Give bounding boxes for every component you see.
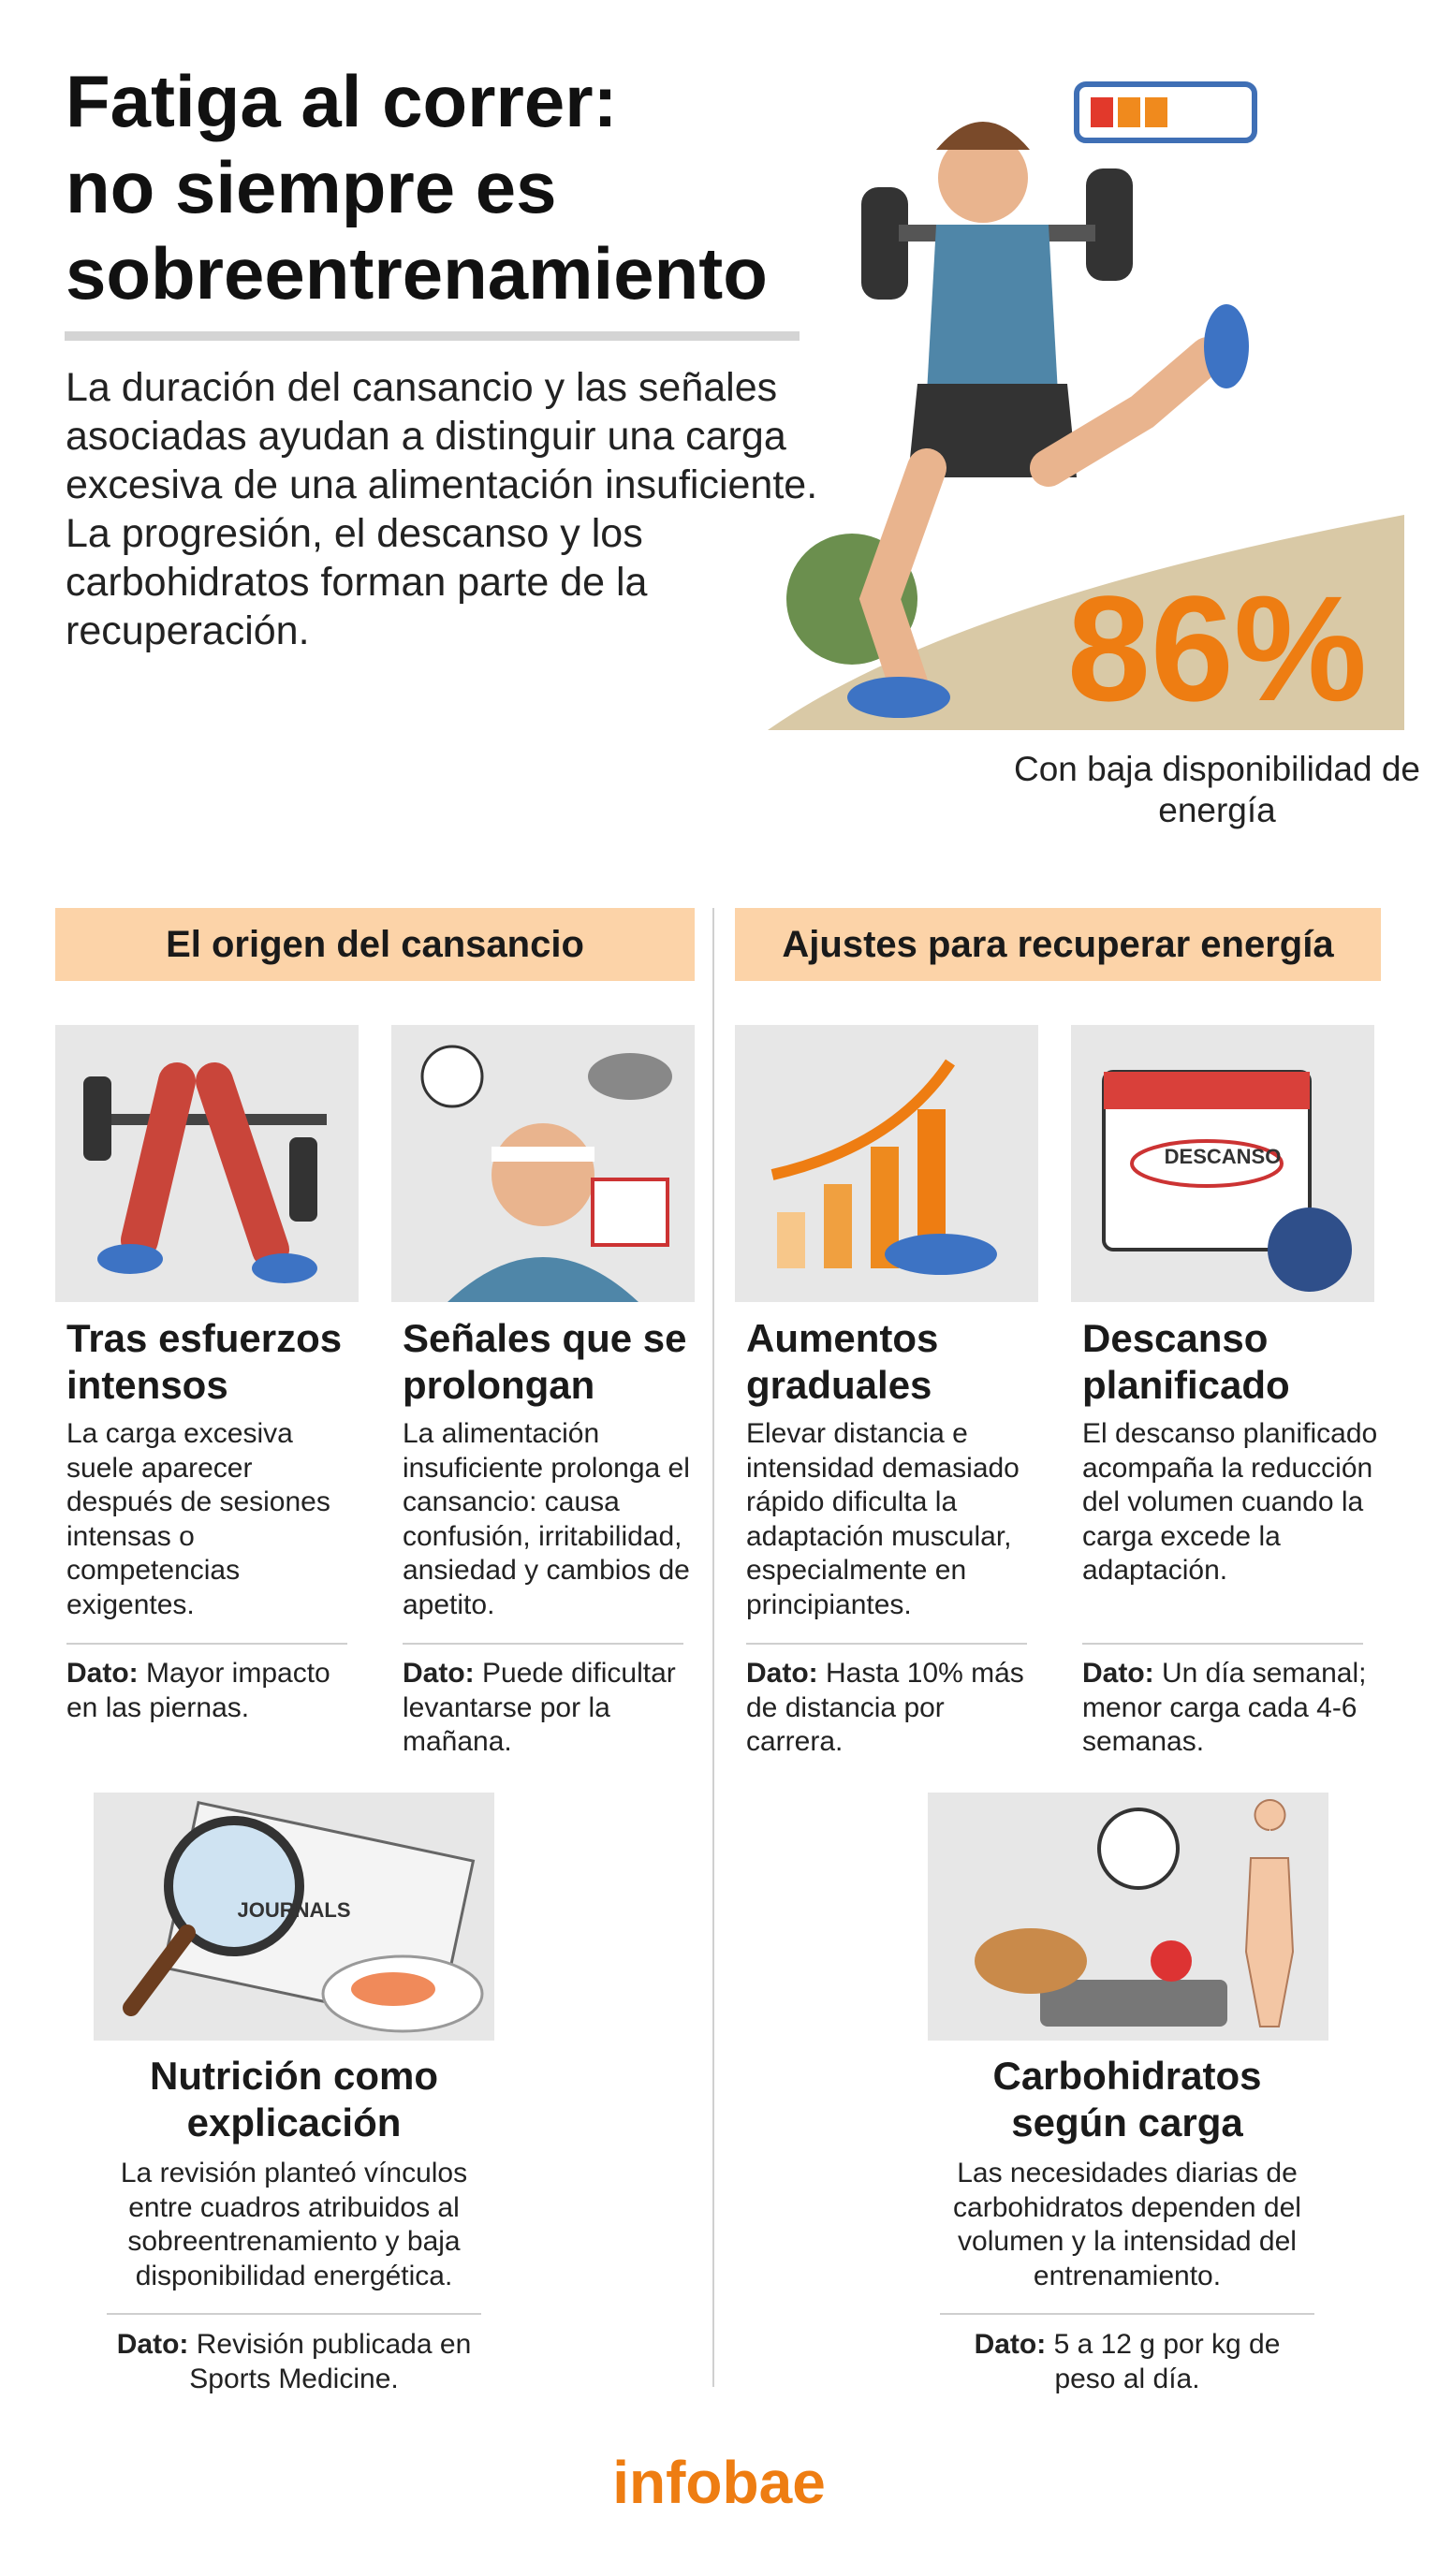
- title-line: no siempre es: [66, 146, 557, 228]
- feature-body: Las necesidades diarias de carbohidratos…: [953, 2158, 1301, 2291]
- shorts: [908, 384, 1077, 477]
- fact-label: Dato:: [403, 1658, 475, 1689]
- legs: [121, 1062, 289, 1268]
- fact-text: Revisión publicada en Sports Medicine.: [189, 2329, 472, 2394]
- shoe: [97, 1244, 163, 1274]
- separator: [66, 1643, 347, 1645]
- card-illustration: [55, 1025, 359, 1302]
- brand-logo: infobae: [612, 2449, 826, 2516]
- stat-label: Con baja disponibilidad de energía: [1013, 750, 1421, 829]
- fact-label: Dato:: [66, 1658, 139, 1689]
- gauge: [1097, 1808, 1180, 1890]
- intro: La duración del cansancio y las señales …: [66, 365, 818, 653]
- card-title: Aumentos graduales: [746, 1316, 939, 1407]
- card-body: El descanso planificado acompaña la redu…: [1082, 1418, 1378, 1586]
- card-title: Descanso planificado: [1082, 1316, 1290, 1407]
- bar: [777, 1212, 805, 1268]
- fact-label: Dato:: [116, 2329, 189, 2360]
- calendar-top: [1104, 1072, 1310, 1109]
- bread: [975, 1928, 1087, 1994]
- scale: [1040, 1980, 1227, 2027]
- illustration-label: DESCANSO: [1165, 1145, 1282, 1168]
- lens: [164, 1816, 304, 1956]
- fact-text: Mayor impacto en las piernas.: [66, 1658, 330, 1723]
- battery-cell: [1091, 97, 1113, 127]
- shirt: [927, 225, 1058, 393]
- calendar: [591, 1178, 669, 1247]
- fact-label: Dato:: [746, 1658, 818, 1689]
- salmon: [351, 1972, 435, 2006]
- fact-label: Dato:: [974, 2329, 1047, 2360]
- card-title: Señales que se prolongan: [403, 1316, 687, 1407]
- weight: [1086, 168, 1133, 281]
- card-title: Tras esfuerzos intensos: [66, 1316, 343, 1407]
- body-outline: [1244, 1799, 1295, 2027]
- card-body: Elevar distancia e intensidad demasiado …: [746, 1418, 1020, 1620]
- battery-cell: [1118, 97, 1140, 127]
- sleep-badge: [1268, 1208, 1352, 1292]
- fact: Dato: Un día semanal; menor carga cada 4…: [1082, 1657, 1382, 1760]
- card-illustration: [928, 1793, 1328, 2041]
- card-illustration: DESCANSO: [1071, 1025, 1374, 1302]
- separator: [1082, 1643, 1363, 1645]
- fact: Dato: Puede dificultar levantarse por la…: [403, 1657, 702, 1760]
- weight: [289, 1137, 317, 1222]
- title-line: Fatiga al correr:: [66, 60, 618, 142]
- section-heading: El origen del cansancio: [55, 908, 695, 981]
- card-illustration: [391, 1025, 695, 1302]
- column-divider: [712, 908, 714, 2387]
- section-heading: Ajustes para recuperar energía: [735, 908, 1381, 981]
- bar: [824, 1184, 852, 1268]
- title-rule: [65, 331, 800, 341]
- fact-text: Puede dificultar levantarse por la mañan…: [403, 1658, 676, 1757]
- hill: [768, 515, 1404, 730]
- title: Fatiga al correr: no siempre es sobreent…: [66, 58, 768, 316]
- separator: [746, 1643, 1027, 1645]
- headband: [492, 1147, 594, 1162]
- weight: [83, 1076, 111, 1161]
- torso: [448, 1257, 638, 1302]
- fact-label: Dato:: [1082, 1658, 1154, 1689]
- shoe: [252, 1253, 317, 1283]
- fact: Dato: 5 a 12 g por kg de peso al día.: [940, 2328, 1314, 2396]
- shoe: [1204, 304, 1249, 388]
- feature-title: Carbohidratos según carga: [992, 2054, 1262, 2144]
- card-illustration: [735, 1025, 1038, 1302]
- weight: [861, 187, 908, 300]
- fact: Dato: Hasta 10% más de distancia por car…: [746, 1657, 1046, 1760]
- head: [492, 1123, 594, 1226]
- runner-illustration: [768, 81, 1404, 730]
- title-line: sobreentrenamiento: [66, 232, 768, 315]
- hair: [936, 122, 1030, 150]
- stat-value: 86%: [1066, 564, 1368, 732]
- separator: [107, 2313, 481, 2315]
- cloud: [588, 1053, 672, 1100]
- card-illustration: JOURNALS: [94, 1793, 494, 2041]
- fact-text: Hasta 10% más de distancia por carrera.: [746, 1658, 1024, 1757]
- fact-text: 5 a 12 g por kg de peso al día.: [1053, 2329, 1281, 2394]
- feature-body: La revisión planteó vínculos entre cuadr…: [120, 2158, 468, 2291]
- shoe: [847, 677, 950, 718]
- stamp: [1130, 1139, 1284, 1188]
- arrow: [770, 1059, 955, 1180]
- fact: Dato: Mayor impacto en las piernas.: [66, 1657, 366, 1725]
- fact: Dato: Revisión publicada en Sports Medic…: [107, 2328, 481, 2396]
- separator: [403, 1643, 683, 1645]
- head: [938, 133, 1028, 223]
- fruit: [1151, 1940, 1192, 1982]
- leg: [1030, 337, 1226, 487]
- shoe: [885, 1234, 997, 1275]
- fact-text: Un día semanal; menor carga cada 4-6 sem…: [1082, 1658, 1367, 1757]
- handle: [123, 1925, 196, 2016]
- leg: [858, 448, 946, 703]
- battery-cell: [1145, 97, 1167, 127]
- feature-title: Nutrición como explicación: [149, 2054, 438, 2144]
- card-body: La carga excesiva suele aparecer después…: [66, 1418, 330, 1620]
- thought: [420, 1045, 484, 1108]
- card-body: La alimentación insuficiente prolonga el…: [403, 1418, 690, 1620]
- separator: [940, 2313, 1314, 2315]
- dumbbell-bar: [83, 1114, 327, 1125]
- illustration-label: JOURNALS: [237, 1898, 350, 1922]
